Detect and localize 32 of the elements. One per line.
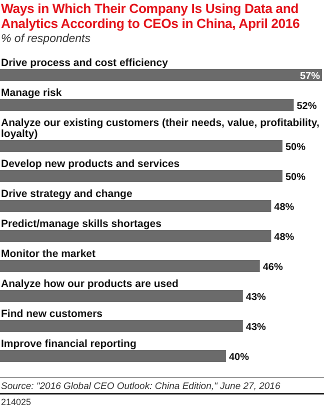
data-label: 46% (262, 262, 283, 273)
y-tick-label: Drive strategy and change (1, 188, 132, 200)
y-tick-label: Analyze how our products are used (1, 278, 178, 290)
text: 214025 (1, 397, 32, 407)
data-label: 50% (285, 172, 306, 183)
bar (0, 290, 243, 302)
bar (0, 260, 260, 272)
data-label: 57% (300, 71, 320, 82)
y-tick-label: Predict/manage skills shortages (1, 218, 162, 230)
data-label: 52% (296, 101, 317, 112)
y-tick-label: Find new customers (1, 308, 103, 320)
y-tick-label: Monitor the market (1, 248, 96, 260)
y-tick-label: Develop new products and services (1, 158, 180, 170)
chart-title: Ways in Which Their Company Is Using Data and Analytics According to CEOs in China, April 2016 (1, 1, 300, 31)
data-label: 43% (246, 322, 266, 333)
bar (0, 200, 272, 212)
data-label: 43% (246, 292, 266, 303)
y-tick-label: Manage risk (1, 87, 62, 99)
y-tick-label: Analyze our existing customers (their needs, value, profitability, loyalty) (1, 117, 320, 140)
bar (0, 350, 226, 362)
data-label: 48% (274, 232, 294, 243)
chart-subtitle: % of respondents (1, 33, 91, 45)
data-label: 50% (285, 142, 306, 153)
data-label: 40% (228, 352, 250, 363)
bar (0, 320, 243, 332)
bar (0, 170, 282, 182)
source-note: Source: "2016 Global CEO Outlook: China Edition," June 27, 2016 (1, 381, 281, 392)
bar (0, 230, 272, 242)
bar (0, 140, 282, 152)
data-label: 48% (274, 202, 294, 213)
y-tick-label: Drive process and cost efficiency (1, 57, 168, 69)
y-tick-label: Improve financial reporting (1, 338, 136, 350)
